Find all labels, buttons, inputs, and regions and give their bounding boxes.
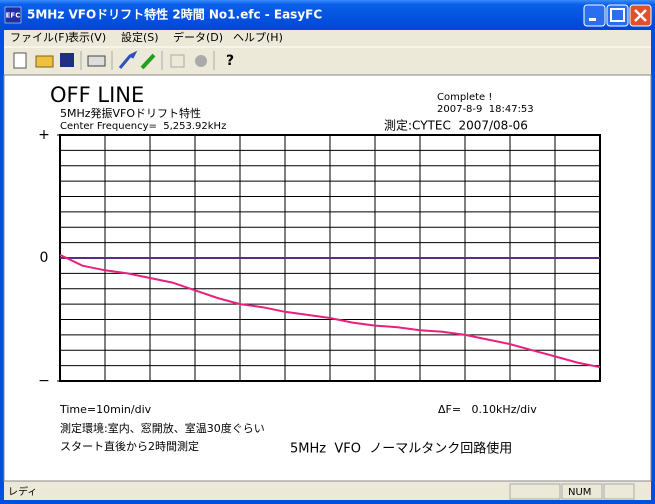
close-glyph	[634, 9, 647, 22]
print-button[interactable]	[87, 55, 106, 67]
status: Complete !	[437, 92, 492, 103]
menu-item[interactable]: ヘルプ(H)	[233, 31, 283, 44]
status-pane	[603, 483, 635, 500]
minimize-button[interactable]	[583, 4, 606, 27]
marker-button[interactable]	[140, 53, 156, 70]
freq-scale: ΔF= 0.10kHz/div	[438, 403, 537, 416]
grid-button[interactable]	[170, 54, 185, 68]
menu-item[interactable]: 表示(V)	[68, 30, 106, 44]
settings-button[interactable]	[118, 50, 138, 69]
stop-button[interactable]	[195, 55, 207, 67]
center-frequency: Center Frequency= 5,253.92kHz	[60, 121, 226, 132]
new-button[interactable]	[13, 52, 27, 69]
toolbar: ?	[13, 50, 234, 70]
help-button[interactable]: ?	[226, 53, 234, 69]
measurement-note: スタート直後から2時間測定	[60, 439, 199, 453]
maximize-glyph	[610, 8, 625, 22]
environment-note: 測定環境:室内、窓開放、室温30度ぐらい	[60, 421, 265, 435]
menu-item[interactable]: 設定(S)	[121, 30, 159, 44]
num-indicator: NUM	[568, 487, 591, 498]
timestamp: 2007-8-9 18:47:53	[437, 104, 534, 115]
circuit-note: 5MHz VFO ノーマルタンク回路使用	[290, 441, 512, 457]
status-pane	[509, 483, 561, 500]
open-button[interactable]	[35, 55, 54, 68]
status-text: レディ	[8, 485, 37, 498]
measured-by: 測定:CYTEC 2007/08-06	[384, 118, 528, 133]
y-tick-label: −	[38, 373, 50, 389]
menu-item[interactable]: データ(D)	[173, 30, 223, 44]
window-title: 5MHz VFOドリフト特性 2時間 No1.efc - EasyFC	[27, 7, 322, 22]
drift-line	[59, 253, 601, 369]
title-bar	[0, 0, 655, 30]
client-area	[3, 74, 652, 482]
chart-subtitle: 5MHz発振VFOドリフト特性	[60, 106, 201, 120]
menu-item[interactable]: ファイル(F)	[10, 31, 69, 44]
minimize-glyph	[589, 18, 596, 21]
y-tick-label: 0	[40, 250, 49, 266]
app-icon	[4, 6, 22, 24]
chart-title: OFF LINE	[50, 83, 144, 107]
status-pane	[561, 483, 603, 500]
status-bar	[4, 482, 651, 500]
time-scale: Time=10min/div	[59, 403, 152, 416]
save-button[interactable]	[60, 53, 74, 67]
y-tick-label: +	[38, 127, 50, 143]
app-icon-text: EFC	[6, 12, 21, 20]
